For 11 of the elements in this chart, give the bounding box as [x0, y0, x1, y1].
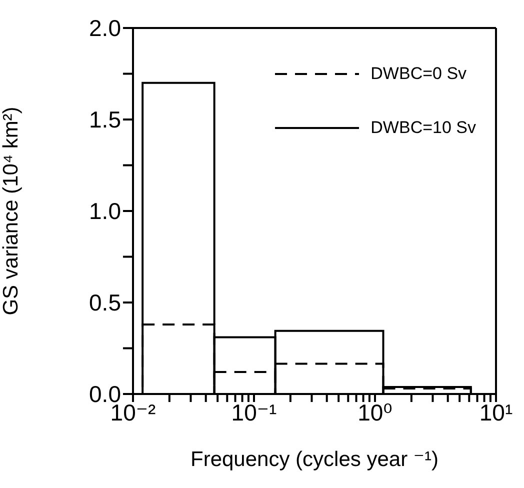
y-tick-label: 0.5 — [89, 290, 121, 316]
legend-label: DWBC=0 Sv — [370, 64, 467, 84]
legend-label: DWBC=10 Sv — [370, 118, 476, 138]
x-tick-label: 10⁰ — [358, 399, 392, 426]
y-tick-label: 1.5 — [89, 106, 121, 133]
x-tick-label: 10¹ — [479, 399, 513, 426]
x-axis-title: Frequency (cycles year ⁻¹) — [190, 448, 438, 471]
x-tick-label: 10⁻¹ — [231, 399, 278, 426]
y-tick-label: 2.0 — [89, 15, 121, 42]
y-tick-label: 1.0 — [89, 198, 121, 224]
y-axis-title: GS variance (10⁴ km²) — [0, 106, 22, 316]
